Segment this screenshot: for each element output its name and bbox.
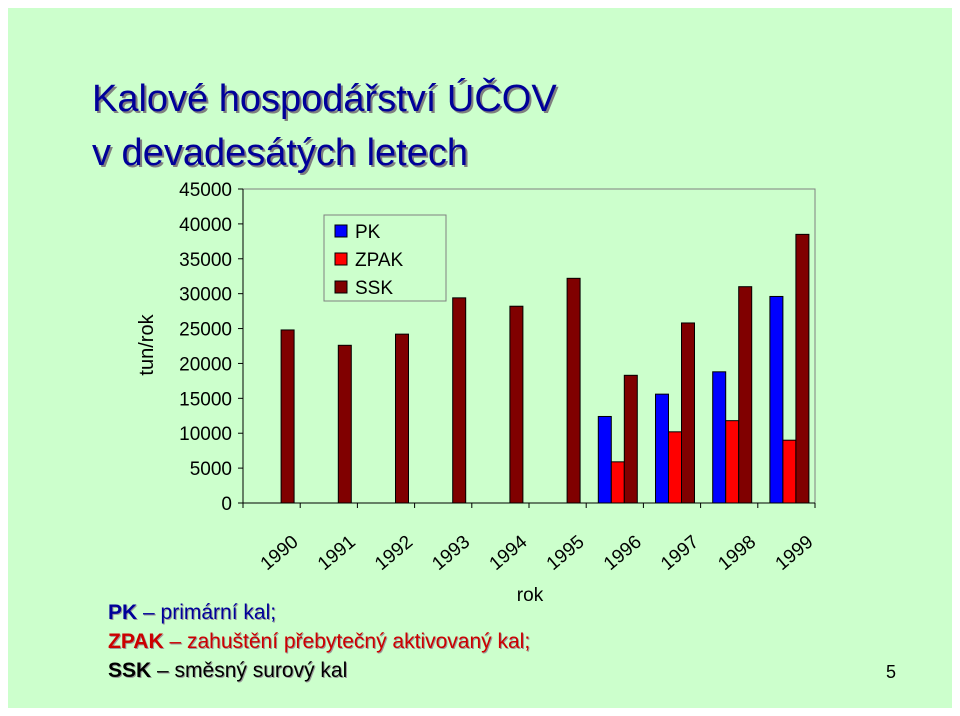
bar-pk-1996 <box>597 415 612 504</box>
bar-zpak-1996 <box>610 461 625 504</box>
x-tick-label: 1994 <box>486 531 532 575</box>
bar-ssk-1990 <box>280 329 295 504</box>
y-tick-label: 35000 <box>179 250 232 271</box>
bar-zpak-1999 <box>782 439 797 504</box>
x-tick-label: 1992 <box>371 532 417 575</box>
note-ssk-text: směsný surový kal <box>174 659 348 682</box>
title-line-2: v devadesátých letech <box>92 132 469 174</box>
note-pk-abbr: PK <box>108 601 138 624</box>
y-tick-label: 10000 <box>179 424 232 445</box>
legend-label-pk: PK <box>355 222 381 243</box>
y-tick-label: 15000 <box>179 389 232 410</box>
bar-zpak-1997 <box>668 431 682 504</box>
note-zpak-sep: – <box>163 630 187 653</box>
bar-ssk-1999 <box>795 233 810 504</box>
title-line-1: Kalové hospodářství ÚČOV <box>92 78 557 120</box>
bar-ssk-1991 <box>337 344 352 504</box>
note-zpak-text: zahuštění přebytečný aktivovaný kal; <box>186 630 531 653</box>
y-tick-label: 0 <box>221 494 232 515</box>
y-axis-ticks: 0 5000 10000 15000 20000 25000 30000 35000 40000… <box>179 180 243 515</box>
legend-label-zpak: ZPAK <box>355 250 404 271</box>
bar-ssk-1992 <box>395 333 409 504</box>
y-axis-label: tun/rok <box>136 313 158 375</box>
x-tick-label: 1993 <box>428 532 474 575</box>
x-tick-label: 1999 <box>772 532 818 575</box>
bars <box>280 233 810 504</box>
abbreviation-notes: PK – primární kal; ZPAK – zahuštění přeb… <box>108 598 530 685</box>
legend-swatch-zpak <box>334 252 348 266</box>
x-axis-ticks: 1990 1991 1992 1993 1994 1995 1996 1997 1998 1999 <box>242 503 818 575</box>
note-pk-text: primární kal; <box>160 601 277 624</box>
note-zpak: ZPAK – zahuštění přebytečný aktivovaný k… <box>108 627 530 656</box>
bar-pk-1999 <box>769 295 784 504</box>
x-tick-label: 1996 <box>600 532 646 575</box>
x-tick-label: 1995 <box>543 532 589 575</box>
bar-ssk-1997 <box>681 322 695 504</box>
y-tick-label: 5000 <box>190 459 232 480</box>
bar-ssk-1994 <box>509 305 524 504</box>
bar-pk-1997 <box>655 393 669 504</box>
slide-title: Kalové hospodářství ÚČOV v devadesátých … <box>92 72 557 180</box>
note-ssk-sep: – <box>151 659 175 682</box>
bar-ssk-1998 <box>738 286 753 504</box>
bar-ssk-1993 <box>452 297 467 504</box>
y-tick-label: 20000 <box>179 354 232 375</box>
note-pk-sep: – <box>137 601 161 624</box>
y-tick-label: 40000 <box>179 215 232 236</box>
note-zpak-abbr: ZPAK <box>108 630 164 653</box>
x-tick-label: 1990 <box>257 532 303 575</box>
x-axis-label: rok <box>517 585 544 606</box>
bar-ssk-1996 <box>623 374 638 504</box>
legend-swatch-pk <box>334 224 348 238</box>
note-ssk: SSK – směsný surový kal <box>108 656 530 685</box>
note-ssk-abbr: SSK <box>108 659 152 682</box>
bar-pk-1998 <box>712 371 727 504</box>
x-tick-label: 1998 <box>714 532 760 575</box>
bar-zpak-1998 <box>725 420 740 504</box>
legend: PK ZPAK SSK <box>323 214 447 302</box>
y-tick-label: 45000 <box>179 180 232 201</box>
slide: Kalové hospodářství ÚČOV v devadesátých … <box>8 8 952 708</box>
legend-swatch-ssk <box>334 280 348 294</box>
y-tick-label: 25000 <box>179 320 232 341</box>
legend-label-ssk: SSK <box>355 278 393 299</box>
x-tick-label: 1997 <box>657 532 703 575</box>
legend-box <box>323 214 447 302</box>
page-number: 5 <box>886 662 897 682</box>
bar-ssk-1995 <box>566 277 581 504</box>
y-tick-label: 30000 <box>179 285 232 306</box>
x-tick-label: 1991 <box>314 532 360 575</box>
note-pk: PK – primární kal; <box>108 598 530 627</box>
